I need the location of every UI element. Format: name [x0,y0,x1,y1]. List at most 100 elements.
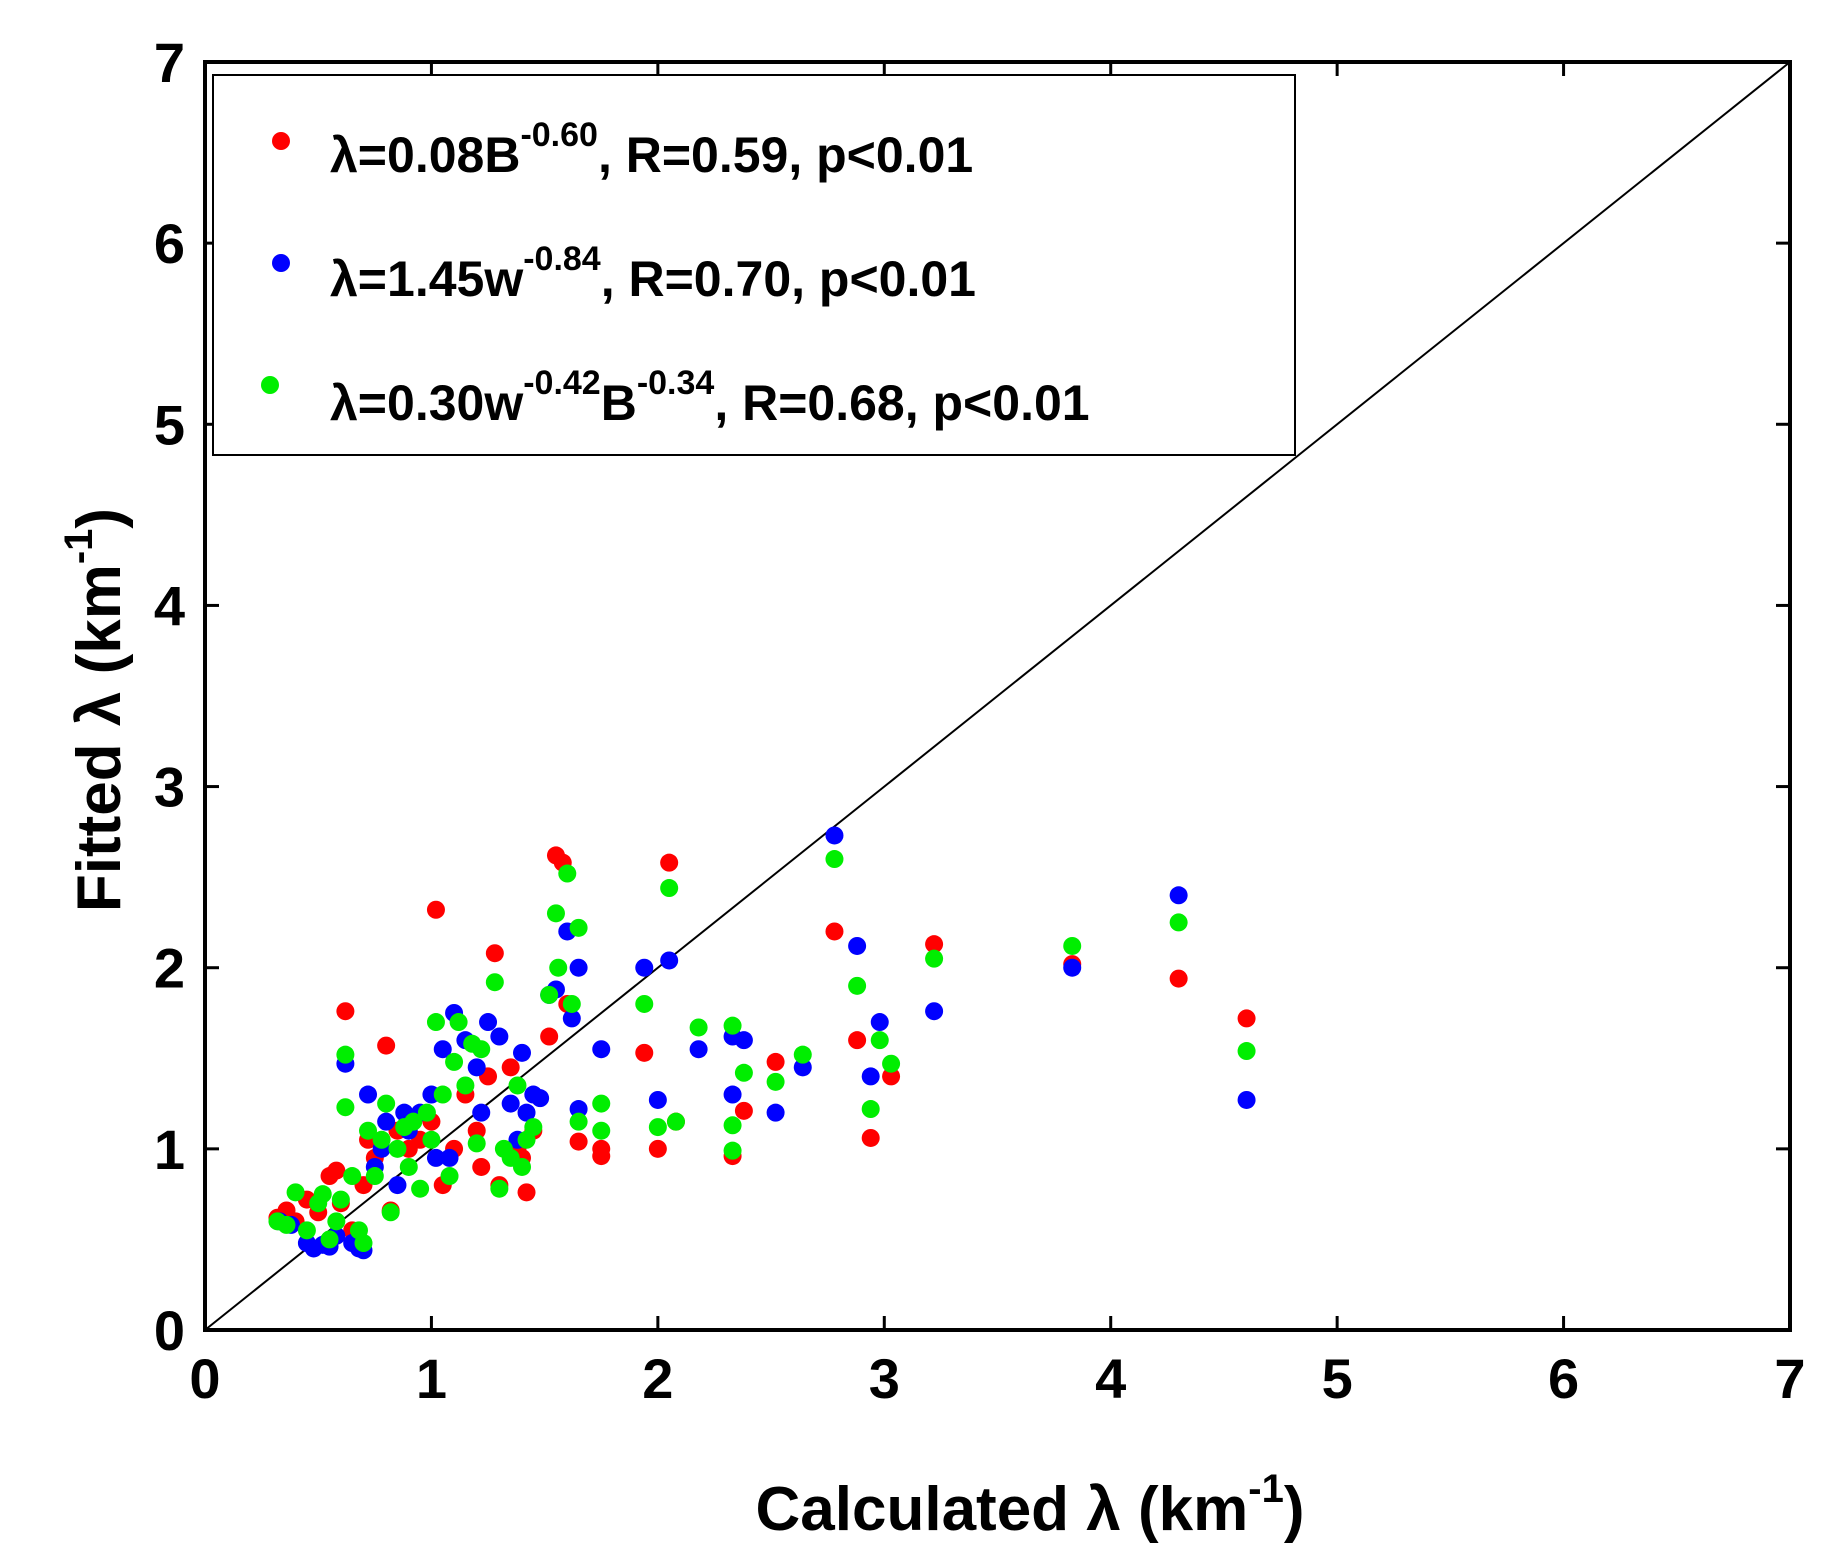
data-point-green [882,1054,901,1073]
data-point-green [524,1118,543,1137]
data-point-red [925,935,944,954]
data-point-blue [1237,1090,1256,1109]
data-point-green [336,1098,355,1117]
data-point-green [377,1094,396,1113]
legend-marker-blue [272,254,290,272]
data-point-blue [660,951,679,970]
data-point-blue [377,1112,396,1131]
data-point-red [426,900,445,919]
data-point-red [660,853,679,872]
data-point-blue [490,1027,509,1046]
data-point-red [592,1139,611,1158]
data-point-green [848,976,867,995]
data-point-green [440,1167,459,1186]
data-point-blue [1169,886,1188,905]
plot-frame [203,60,1792,1332]
data-point-blue [689,1040,708,1059]
data-point-green [766,1072,785,1091]
y-axis-label: Fitted λ (km-1) [57,508,134,912]
legend-green-part-4: , R=0.68, p<0.01 [714,375,1089,431]
legend-red-part-1: -0.60 [520,116,598,154]
data-point-green [277,1215,296,1234]
data-point-red [569,1132,588,1151]
legend-green-part-2: B [601,375,637,431]
data-point-green [417,1103,436,1122]
data-point-blue [513,1043,531,1062]
data-point-blue [426,1148,445,1167]
data-point-green [422,1130,441,1149]
data-point-green [485,973,504,992]
data-point-green [343,1167,362,1186]
x-axis-label-tail: ) [1284,1475,1305,1544]
data-point-red [734,1101,753,1120]
data-point-green [456,1076,475,1095]
data-point-green [734,1063,753,1082]
data-point-blue [766,1103,785,1122]
x-tick-label: 2 [642,1347,673,1410]
one-to-one-line [204,61,1791,1331]
x-axis-label-sup: -1 [1248,1467,1284,1511]
series-green [268,850,1256,1253]
data-point-green [870,1031,889,1050]
data-point-green [825,850,844,869]
x-tick-label: 4 [1095,1347,1126,1410]
data-point-green [1063,936,1082,955]
data-point-green [372,1130,391,1149]
data-point-blue [388,1176,407,1195]
y-tick-label: 1 [154,1118,185,1181]
x-tick-label: 0 [189,1347,220,1410]
data-point-green [331,1190,350,1209]
data-point-green [1169,913,1188,932]
data-point-red [540,1027,559,1046]
data-point-green [689,1018,708,1037]
data-point-blue [723,1085,742,1104]
legend: λ=0.08B-0.60, R=0.59, p<0.01 λ=1.45w-0.8… [212,74,1296,456]
series-red [268,846,1256,1240]
data-point-green [445,1052,464,1071]
x-tick-label: 5 [1322,1347,1353,1410]
data-point-green [297,1221,316,1240]
data-point-green [320,1230,339,1249]
data-point-green [513,1157,531,1176]
legend-label-red: λ=0.08B-0.60, R=0.59, p<0.01 [330,116,973,183]
data-point-blue [569,958,588,977]
y-tick-label: 4 [154,574,185,637]
data-point-blue [861,1067,880,1086]
data-point-green [472,1040,491,1059]
x-tick-label: 7 [1774,1347,1805,1410]
data-point-green [359,1121,378,1140]
data-point-blue [648,1090,667,1109]
data-point-red [848,1031,867,1050]
legend-marker-green [261,376,279,394]
data-point-green [549,958,568,977]
data-point-green [569,918,588,937]
data-point-green [793,1045,812,1064]
data-point-green [327,1212,346,1231]
data-point-red [472,1157,491,1176]
data-point-green [540,985,559,1004]
legend-blue-part-0: λ=1.45w [330,251,523,307]
legend-blue-part-1: -0.84 [523,240,601,278]
data-point-blue [440,1148,459,1167]
data-point-blue [472,1103,491,1122]
data-point-green [648,1118,667,1137]
data-point-green [1237,1042,1256,1061]
data-point-red [882,1067,901,1086]
data-point-blue [569,1100,588,1119]
x-axis-label: Calculated λ (km-1) [756,1467,1305,1544]
data-point-red [766,1052,785,1071]
data-point-blue [517,1103,536,1122]
data-point-red [485,944,504,963]
data-point-green [666,1112,685,1131]
x-tick-label: 3 [869,1347,900,1410]
data-point-green [404,1112,423,1131]
data-point-green [449,1013,468,1032]
data-point-green [336,1045,355,1064]
y-tick-label: 3 [154,756,185,819]
legend-green-part-3: -0.34 [637,364,715,402]
data-point-green [354,1234,373,1253]
data-point-green [723,1116,742,1135]
data-point-blue [359,1085,378,1104]
data-point-green [546,904,565,923]
